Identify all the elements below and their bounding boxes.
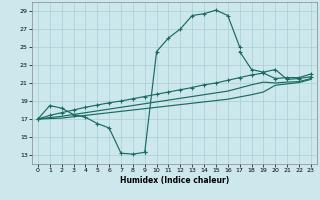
X-axis label: Humidex (Indice chaleur): Humidex (Indice chaleur)	[120, 176, 229, 185]
